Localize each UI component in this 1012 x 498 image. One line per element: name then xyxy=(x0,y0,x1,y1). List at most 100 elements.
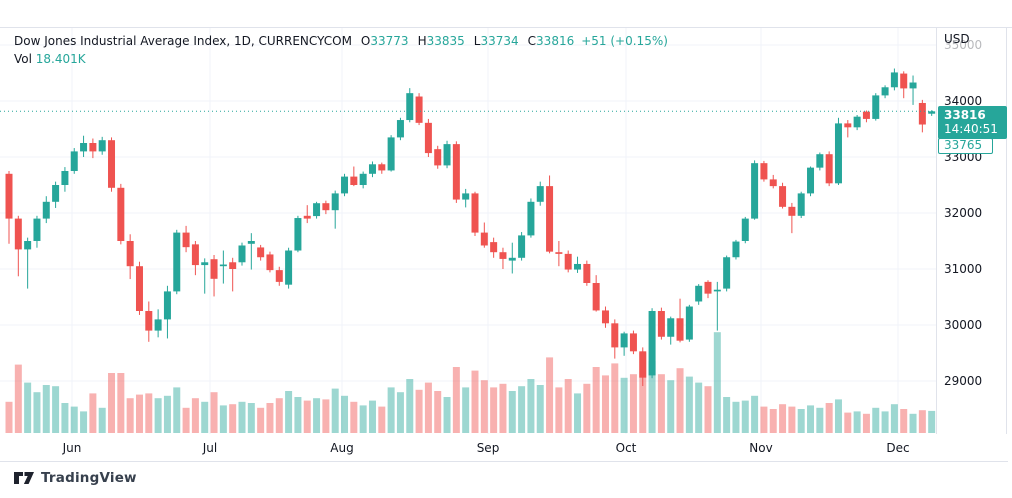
candle-body xyxy=(834,123,842,184)
candle-body xyxy=(415,96,423,123)
candle-body xyxy=(862,111,870,119)
volume-bar xyxy=(508,391,516,433)
volume-bar xyxy=(853,411,861,433)
candle-body xyxy=(816,154,824,168)
candle-body xyxy=(853,116,861,128)
candle-body xyxy=(313,203,321,217)
volume-bar xyxy=(368,400,376,433)
candle-body xyxy=(844,123,852,128)
candle-body xyxy=(480,232,488,246)
volume-bar xyxy=(191,398,199,433)
candle-body xyxy=(275,270,283,282)
price-tick-label: 33000 xyxy=(944,150,983,164)
volume-bar xyxy=(751,395,759,433)
candle-body xyxy=(191,244,199,266)
time-tick-label: Sep xyxy=(476,441,500,455)
volume-bar xyxy=(648,361,656,433)
candle-body xyxy=(5,173,13,219)
candle-body xyxy=(126,241,134,267)
candle-body xyxy=(676,318,684,341)
volume-bar xyxy=(126,398,134,433)
volume-bar xyxy=(313,398,321,433)
volume-bar xyxy=(247,403,255,433)
candle-body xyxy=(303,215,311,219)
candle-body xyxy=(685,306,693,340)
volume-bar xyxy=(42,385,50,433)
time-axis[interactable]: Jun Jul Aug Sep Oct Nov Dec xyxy=(0,434,1008,462)
volume-bar xyxy=(760,406,768,433)
candle-body xyxy=(508,257,516,261)
open-readout: O33773 xyxy=(360,34,409,48)
candle-body xyxy=(406,93,414,121)
volume-bar xyxy=(24,382,32,433)
candlestick-plot[interactable] xyxy=(0,28,936,434)
candle-body xyxy=(797,193,805,216)
candle-body xyxy=(387,137,395,171)
volume-bar xyxy=(928,410,936,433)
symbol-title[interactable]: Dow Jones Industrial Average Index, 1D, … xyxy=(14,34,352,48)
candle-body xyxy=(210,259,218,279)
volume-bar xyxy=(779,404,787,433)
volume-bar xyxy=(434,391,442,433)
volume-bar xyxy=(89,393,97,433)
candle-body xyxy=(89,143,97,152)
volume-bar xyxy=(881,411,889,433)
volume-bar xyxy=(723,397,731,433)
high-readout: H33835 xyxy=(417,34,465,48)
candle-body xyxy=(601,310,609,324)
tradingview-logo[interactable]: TradingView xyxy=(13,470,137,486)
price-axis[interactable]: USD 35000 34000 33000 32000 31000 30000 29000 … xyxy=(936,28,1007,434)
volume-bar xyxy=(825,403,833,433)
candle-body xyxy=(751,163,759,219)
legend: Dow Jones Industrial Average Index, 1D, … xyxy=(14,33,668,67)
candle-body xyxy=(741,218,749,241)
last-price-value: 33816 xyxy=(944,108,986,122)
candle-body xyxy=(629,333,637,352)
volume-bar xyxy=(592,367,600,433)
candle-body xyxy=(452,144,460,200)
volume-bar xyxy=(657,374,665,433)
volume-bar xyxy=(285,391,293,433)
volume-bar xyxy=(182,407,190,433)
price-tick-label: 32000 xyxy=(944,206,983,220)
volume-bar xyxy=(5,401,13,433)
candle-body xyxy=(396,120,404,138)
volume-label[interactable]: Vol xyxy=(14,52,32,66)
candle-body xyxy=(713,289,721,292)
close-readout: C33816 xyxy=(527,34,575,48)
volume-bar xyxy=(257,407,265,433)
volume-bar xyxy=(98,407,106,433)
candle-body xyxy=(807,167,815,194)
volume-bar xyxy=(294,397,302,433)
volume-bar xyxy=(275,398,283,433)
volume-bar xyxy=(210,392,218,433)
candle-body xyxy=(471,193,479,233)
candle-body xyxy=(695,285,703,302)
candle-body xyxy=(779,186,787,207)
candle-body xyxy=(108,140,116,188)
candle-body xyxy=(890,72,898,88)
chart-canvas[interactable] xyxy=(0,28,936,434)
candle-body xyxy=(368,164,376,174)
volume-bar xyxy=(229,404,237,433)
low-readout: L33734 xyxy=(473,34,519,48)
candle-body xyxy=(928,111,936,114)
candle-body xyxy=(490,242,498,253)
candle-body xyxy=(70,151,78,171)
price-tick-label: 35000 xyxy=(944,38,983,52)
candle-body xyxy=(462,193,470,200)
volume-bar xyxy=(909,413,917,433)
volume-bar xyxy=(555,387,563,433)
volume-bar xyxy=(238,401,246,433)
volume-bar xyxy=(219,405,227,433)
candle-body xyxy=(611,323,619,348)
candle-body xyxy=(723,257,731,289)
change-readout: +51 (+0.15%) xyxy=(581,34,668,48)
legend-volume-row: Vol 18.401K xyxy=(14,51,668,67)
volume-bar xyxy=(173,387,181,433)
candle-body xyxy=(163,291,171,320)
volume-bar xyxy=(862,413,870,433)
volume-bar xyxy=(629,374,637,433)
volume-bar xyxy=(415,389,423,433)
candle-body xyxy=(24,241,32,250)
